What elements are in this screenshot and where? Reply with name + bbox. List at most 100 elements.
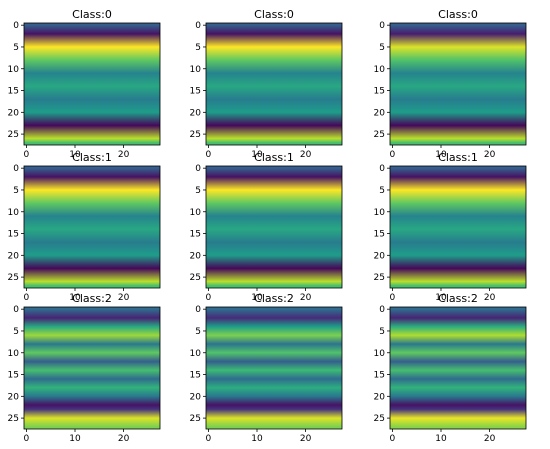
panel-3-ytick-label: 25 xyxy=(8,273,19,283)
panel-1-xtick-label: 10 xyxy=(251,150,263,160)
panel-7-image xyxy=(206,307,342,429)
panel-6-frame xyxy=(23,306,161,430)
panel-5-image xyxy=(390,166,526,288)
panel-5-ytick-label: 0 xyxy=(379,164,385,174)
panel-8-ytick-label: 0 xyxy=(379,305,385,315)
panel-1-title: Class:0 xyxy=(254,8,294,21)
panel-7-frame xyxy=(205,306,343,430)
panel-5-ytick-label: 25 xyxy=(374,273,385,283)
panel-8-frame xyxy=(389,306,527,430)
panel-2-xtick-label: 20 xyxy=(484,150,496,160)
panel-5-ytick-label: 5 xyxy=(379,186,385,196)
panel-0-xtick-label: 20 xyxy=(118,150,130,160)
panel-6-ytick-label: 0 xyxy=(13,305,19,315)
panel-7-xtick-label: 20 xyxy=(300,434,312,444)
panel-8-image xyxy=(390,307,526,429)
panel-1-xtick-label: 20 xyxy=(300,150,312,160)
panel-7-ytick-label: 0 xyxy=(195,305,201,315)
panel-7-ytick-label: 5 xyxy=(195,327,201,337)
panel-2-ytick-label: 10 xyxy=(374,65,386,75)
panel-0-frame xyxy=(23,22,161,146)
panel-4-xtick-label: 0 xyxy=(206,293,212,303)
panel-7-ytick-label: 20 xyxy=(190,392,202,402)
panel-6-ytick-label: 5 xyxy=(13,327,19,337)
panel-5-title: Class:1 xyxy=(438,151,478,164)
panel-8-xtick-label: 10 xyxy=(435,434,447,444)
panel-6-image xyxy=(24,307,160,429)
panel-5-xtick-label: 0 xyxy=(390,293,396,303)
panel-1-ytick-label: 20 xyxy=(190,108,202,118)
panel-4-ytick-label: 5 xyxy=(195,186,201,196)
panel-3-ytick-label: 10 xyxy=(8,208,20,218)
panel-8-ytick-label: 5 xyxy=(379,327,385,337)
panel-1-ytick-label: 15 xyxy=(190,87,201,97)
panel-2-ytick-label: 15 xyxy=(374,87,385,97)
panel-1-image xyxy=(206,23,342,145)
panel-2-ytick-label: 20 xyxy=(374,108,386,118)
panel-6-ytick-label: 25 xyxy=(8,414,19,424)
panel-1-xtick-label: 0 xyxy=(206,150,212,160)
panel-5-ytick-label: 20 xyxy=(374,251,386,261)
panel-5-frame xyxy=(389,165,527,289)
panel-4-ytick-label: 0 xyxy=(195,164,201,174)
panel-2-image xyxy=(390,23,526,145)
panel-2-ytick-label: 5 xyxy=(379,43,385,53)
panel-6-xtick-label: 0 xyxy=(24,434,30,444)
panel-0-ytick-label: 10 xyxy=(8,65,20,75)
panel-4-image xyxy=(206,166,342,288)
panel-4-ytick-label: 20 xyxy=(190,251,202,261)
panel-6-title: Class:2 xyxy=(72,292,112,305)
panel-7-ytick-label: 15 xyxy=(190,371,201,381)
panel-3-ytick-label: 20 xyxy=(8,251,20,261)
panel-4-ytick-label: 25 xyxy=(190,273,201,283)
panel-3-xtick-label: 0 xyxy=(24,293,30,303)
panel-6-ytick-label: 20 xyxy=(8,392,20,402)
panel-0-xtick-label: 10 xyxy=(69,150,81,160)
panel-0-ytick-label: 0 xyxy=(13,21,19,31)
panel-8-ytick-label: 25 xyxy=(374,414,385,424)
panel-8-ytick-label: 20 xyxy=(374,392,386,402)
panel-5-ytick-label: 10 xyxy=(374,208,386,218)
panel-7-xtick-label: 10 xyxy=(251,434,263,444)
panel-3-ytick-label: 15 xyxy=(8,230,19,240)
panel-0-ytick-label: 5 xyxy=(13,43,19,53)
panel-0-ytick-label: 25 xyxy=(8,130,19,140)
panel-2-xtick-label: 0 xyxy=(390,150,396,160)
panel-6-xtick-label: 20 xyxy=(118,434,130,444)
panel-3-ytick-label: 5 xyxy=(13,186,19,196)
panel-1-ytick-label: 25 xyxy=(190,130,201,140)
panel-4-frame xyxy=(205,165,343,289)
panel-3-title: Class:1 xyxy=(72,151,112,164)
panel-7-ytick-label: 10 xyxy=(190,349,202,359)
panel-4-title: Class:1 xyxy=(254,151,294,164)
panel-0-image xyxy=(24,23,160,145)
panel-4-ytick-label: 10 xyxy=(190,208,202,218)
panel-1-frame xyxy=(205,22,343,146)
panel-4-xtick-label: 20 xyxy=(300,293,312,303)
panel-2-frame xyxy=(389,22,527,146)
panel-3-image xyxy=(24,166,160,288)
panel-2-xtick-label: 10 xyxy=(435,150,447,160)
panel-7-title: Class:2 xyxy=(254,292,294,305)
panel-0-xtick-label: 0 xyxy=(24,150,30,160)
panel-1-ytick-label: 0 xyxy=(195,21,201,31)
panel-3-ytick-label: 0 xyxy=(13,164,19,174)
panel-6-ytick-label: 10 xyxy=(8,349,20,359)
panel-7-xtick-label: 0 xyxy=(206,434,212,444)
panel-5-ytick-label: 15 xyxy=(374,230,385,240)
panel-5-xtick-label: 10 xyxy=(435,293,447,303)
panel-1-ytick-label: 10 xyxy=(190,65,202,75)
panel-7-ytick-label: 25 xyxy=(190,414,201,424)
panel-4-xtick-label: 10 xyxy=(251,293,263,303)
panel-3-frame xyxy=(23,165,161,289)
panel-0-title: Class:0 xyxy=(72,8,112,21)
panel-3-xtick-label: 10 xyxy=(69,293,81,303)
panel-2-title: Class:0 xyxy=(438,8,478,21)
panel-8-xtick-label: 20 xyxy=(484,434,496,444)
panel-6-xtick-label: 10 xyxy=(69,434,81,444)
panel-1-ytick-label: 5 xyxy=(195,43,201,53)
panel-3-xtick-label: 20 xyxy=(118,293,130,303)
panel-6-ytick-label: 15 xyxy=(8,371,19,381)
panel-5-xtick-label: 20 xyxy=(484,293,496,303)
